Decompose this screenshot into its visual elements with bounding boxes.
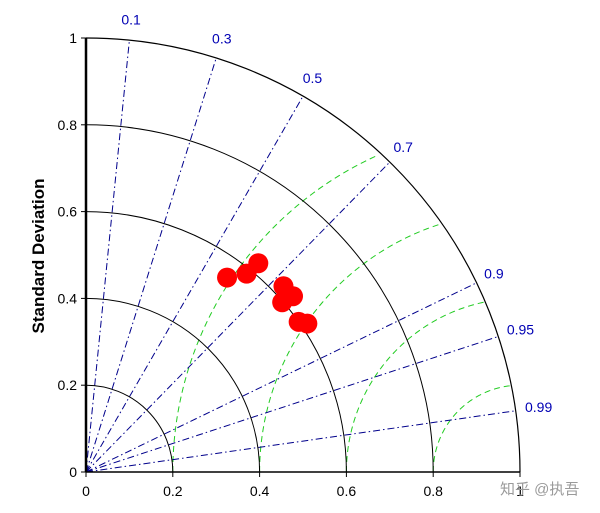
data-point-0 [217,267,238,288]
y-tick-label-4: 0.8 [58,117,78,133]
corr-label-1: 0.3 [212,30,232,46]
data-points [217,253,318,334]
y-tick-label-2: 0.4 [58,290,78,306]
y-axis-label: Standard Deviation [29,179,48,334]
x-tick-label-2: 0.4 [250,483,270,499]
y-tick-label-3: 0.6 [58,204,78,220]
corr-label-5: 0.95 [507,321,534,337]
x-tick-label-1: 0.2 [163,483,183,499]
corr-line-1 [85,57,217,473]
y-tick-label-5: 1 [69,30,77,46]
std-arc-0 [85,384,174,473]
corr-label-4: 0.9 [484,265,504,281]
rms-arc-1 [345,301,485,473]
correlation-lines [85,40,516,473]
x-tick-label-3: 0.6 [337,483,357,499]
corr-label-0: 0.1 [121,12,141,28]
std-arc-2 [85,211,347,473]
corr-line-6 [85,410,516,473]
axes [81,37,521,477]
std-arc-1 [85,297,261,473]
corr-label-6: 0.99 [525,399,552,415]
y-tick-label-1: 0.2 [58,377,78,393]
rms-arc-0 [432,385,511,472]
corr-label-3: 0.7 [393,139,413,155]
std-arc-4 [85,37,521,473]
data-point-5 [272,292,293,313]
data-point-7 [297,313,318,334]
corr-line-5 [85,336,499,473]
x-tick-label-5: 1 [516,483,524,499]
x-tick-label-4: 0.8 [423,483,443,499]
data-point-2 [248,253,269,274]
y-tick-label-0: 0 [69,464,77,480]
rms-arc-3 [172,154,379,473]
corr-line-3 [85,161,391,473]
std-arc-3 [85,124,434,473]
corr-label-2: 0.5 [303,70,323,86]
x-tick-label-0: 0 [82,483,90,499]
watermark-text: 知乎 @执吾 [500,481,579,498]
std-arcs [85,37,521,473]
labels: Standard Deviation 0.1 0.3 0.5 0.7 0.9 0.95 0.… [29,12,552,499]
